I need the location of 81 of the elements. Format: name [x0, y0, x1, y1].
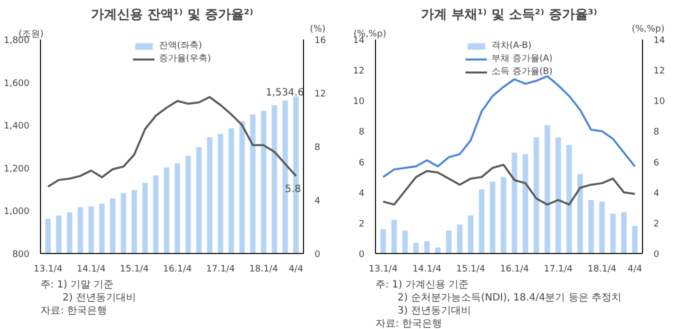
y2-tick-label: 0 [314, 250, 320, 260]
chart-title: 가계 부채¹⁾ 및 소득²⁾ 증가율³⁾ [420, 8, 598, 22]
y2-tick-label: 0 [654, 250, 660, 260]
line-series [382, 164, 636, 206]
bar [566, 144, 572, 254]
y2-axis-title: (%) [310, 24, 326, 34]
bar [534, 137, 540, 254]
y-tick-label: 8 [358, 128, 365, 138]
y2-tick-label: 2 [654, 219, 660, 230]
y-tick-label: 1,000 [4, 207, 30, 218]
x-tick-label: 15.1/4 [456, 264, 486, 274]
bar [556, 137, 561, 254]
x-tick-label: 4/4 [288, 264, 304, 274]
bar [500, 177, 506, 254]
bar [424, 241, 430, 254]
text: 3) 전년동기대비 [398, 306, 471, 316]
x-tick-label: 14.1/4 [76, 264, 106, 274]
bar [522, 154, 528, 254]
y2-axis-title: (%,%p) [632, 24, 665, 34]
bar [610, 214, 616, 254]
x-tick-label: 17.1/4 [206, 264, 236, 274]
chart-title: 가계신용 잔액¹⁾ 및 증가율²⁾ [90, 8, 254, 22]
x-tick-label: 17.1/4 [544, 264, 573, 274]
y-tick-label: 800 [12, 250, 30, 260]
bar [435, 247, 441, 254]
text: 자료: 한국은행 [376, 318, 442, 329]
y-tick-label: 2 [358, 219, 365, 230]
y2-tick-label: 12 [314, 90, 326, 100]
y2-tick-label: 4 [314, 196, 320, 206]
y2-tick-label: 8 [314, 143, 320, 153]
y2-tick-label: 8 [654, 128, 660, 138]
x-tick-label: 16.1/4 [162, 264, 192, 274]
text: 주: 1) 기말 기준 [40, 280, 114, 290]
bar [599, 202, 605, 254]
y2-tick-label: 12 [654, 66, 665, 77]
bar [588, 200, 594, 254]
bar [391, 220, 397, 254]
legend-label: 소득 증가율(B) [491, 66, 553, 78]
y2-tick-label: 16 [314, 36, 326, 46]
y-tick-label: 1,400 [4, 122, 30, 132]
y-tick-label: 10 [353, 97, 365, 108]
bar [621, 212, 627, 254]
line-series [382, 75, 636, 178]
x-tick-label: 15.1/4 [120, 264, 149, 274]
x-tick-label: 4/4 [628, 264, 642, 274]
x-tick-label: 13.1/4 [34, 264, 63, 274]
legend-label: 잔액(좌축) [158, 40, 202, 52]
y-tick-label: 1,600 [4, 78, 30, 89]
bar [457, 224, 462, 254]
text: 주: 1) 가계신용 기준 [376, 280, 469, 290]
text: 2) 전년동기대비 [62, 292, 136, 304]
text: 2) 순처분가능소득(NDI), 18.4/4분기 등은 추정치 [398, 292, 622, 304]
y-tick-label: 0 [358, 250, 365, 260]
x-tick-label: 14.1/4 [412, 264, 442, 274]
y2-tick-label: 10 [654, 97, 666, 108]
bar [446, 230, 452, 254]
bar [402, 230, 408, 254]
y-tick-label: 12 [353, 66, 364, 77]
bar [490, 182, 496, 254]
y2-tick-label: 14 [654, 36, 666, 46]
bar [380, 229, 386, 254]
legend-label: 격차(A-B) [491, 40, 532, 52]
legend-label: 증가율(우축) [158, 53, 212, 65]
x-tick-label: 18.1/4 [249, 264, 278, 274]
legend-label: 부채 증가율(A) [491, 53, 553, 65]
bar [632, 226, 638, 254]
y-tick-label: 6 [358, 158, 365, 168]
bar [478, 189, 484, 254]
bar [512, 152, 518, 254]
x-tick-label: 13.1/4 [368, 264, 398, 274]
data-label: 5.8 [285, 184, 301, 195]
text: 자료: 한국은행 [40, 306, 108, 316]
bar [544, 125, 550, 254]
y2-tick-label: 6 [654, 158, 660, 168]
bar [577, 174, 583, 254]
y-tick-label: 4 [358, 188, 365, 199]
y2-tick-label: 4 [654, 188, 660, 199]
x-tick-label: 16.1/4 [500, 264, 530, 274]
bar [468, 215, 474, 254]
y-tick-label: 1,200 [4, 164, 30, 174]
x-tick-label: 18.1/4 [588, 264, 617, 274]
